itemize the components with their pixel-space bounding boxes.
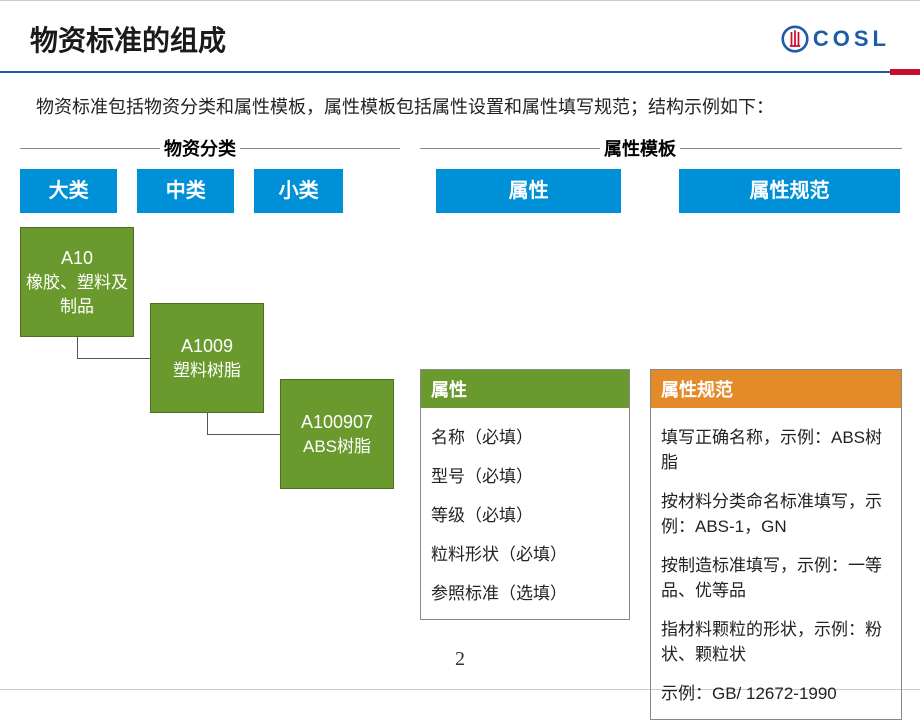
- node-name: ABS树脂: [303, 435, 371, 459]
- node-code: A100907: [301, 410, 373, 435]
- connector-1: [77, 337, 78, 359]
- panel-attr: 属性名称（必填）型号（必填）等级（必填）粒料形状（必填）参照标准（选填）: [420, 369, 630, 620]
- panel-header-attr: 属性: [421, 370, 629, 408]
- node-code: A10: [61, 246, 93, 271]
- logo-text: COSL: [813, 26, 890, 52]
- header-box-4: 属性规范: [679, 169, 900, 213]
- panel-item: 型号（必填）: [431, 455, 619, 494]
- panel-item: 等级（必填）: [431, 494, 619, 533]
- panel-body-attr: 名称（必填）型号（必填）等级（必填）粒料形状（必填）参照标准（选填）: [421, 408, 629, 619]
- panel-item: 名称（必填）: [431, 416, 619, 455]
- panel-item: 参照标准（选填）: [431, 572, 619, 611]
- tree-node-a10: A10橡胶、塑料及制品: [20, 227, 134, 337]
- connector-0: [77, 358, 150, 359]
- section-label-right: 属性模板: [600, 135, 680, 161]
- header-box-0: 大类: [20, 169, 117, 213]
- subtitle: 物资标准包括物资分类和属性模板，属性模板包括属性设置和属性填写规范；结构示例如下…: [0, 75, 920, 129]
- panel-body-spec: 填写正确名称，示例：ABS树脂按材料分类命名标准填写，示例：ABS-1，GN按制…: [651, 408, 901, 719]
- node-name: 塑料树脂: [173, 359, 241, 383]
- diagram-area: A10橡胶、塑料及制品A1009塑料树脂A100907ABS树脂属性名称（必填）…: [0, 213, 920, 673]
- section-label-left: 物资分类: [160, 135, 240, 161]
- logo: COSL: [781, 25, 890, 53]
- header-box-3: 属性: [436, 169, 622, 213]
- header-box-1: 中类: [137, 169, 234, 213]
- header-box-2: 小类: [254, 169, 342, 213]
- page-number: 2: [455, 648, 465, 671]
- page-title: 物资标准的组成: [30, 19, 226, 59]
- panel-item: 按材料分类命名标准填写，示例：ABS-1，GN: [661, 480, 891, 544]
- panel-item: 填写正确名称，示例：ABS树脂: [661, 416, 891, 480]
- node-code: A1009: [181, 334, 233, 359]
- connector-2: [207, 434, 280, 435]
- panel-item: 指材料颗粒的形状，示例：粉状、颗粒状: [661, 608, 891, 672]
- category-header-row: 大类中类小类 属性 属性规范: [0, 169, 920, 213]
- tree-node-a100907: A100907ABS树脂: [280, 379, 394, 489]
- panel-spec: 属性规范填写正确名称，示例：ABS树脂按材料分类命名标准填写，示例：ABS-1，…: [650, 369, 902, 720]
- node-name: 橡胶、塑料及制品: [21, 271, 133, 319]
- panel-header-spec: 属性规范: [651, 370, 901, 408]
- cosl-logo-icon: [781, 25, 809, 53]
- panel-item: 按制造标准填写，示例：一等品、优等品: [661, 544, 891, 608]
- panel-item: 粒料形状（必填）: [431, 533, 619, 572]
- panel-item: 示例：GB/ 12672-1990: [661, 672, 891, 711]
- connector-3: [207, 413, 208, 435]
- tree-node-a1009: A1009塑料树脂: [150, 303, 264, 413]
- section-labels: 物资分类 属性模板: [0, 135, 920, 165]
